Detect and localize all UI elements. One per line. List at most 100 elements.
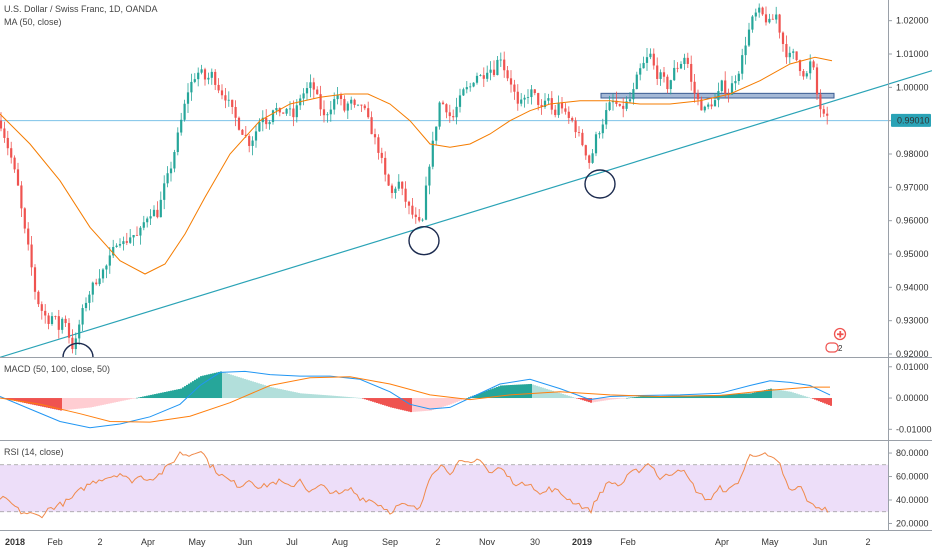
candle bbox=[666, 74, 669, 94]
macd-bar bbox=[482, 392, 484, 399]
macd-bar bbox=[634, 397, 636, 399]
macd-bar bbox=[22, 398, 24, 403]
macd-bar bbox=[358, 397, 360, 399]
macd-bar bbox=[432, 398, 434, 410]
macd-bar bbox=[210, 373, 212, 399]
candle bbox=[220, 84, 224, 100]
macd-bar bbox=[674, 395, 676, 399]
macd-bar bbox=[464, 398, 466, 399]
macd-bar bbox=[796, 393, 798, 399]
macd-bar bbox=[354, 397, 356, 399]
macd-bar bbox=[406, 398, 408, 412]
macd-bar bbox=[314, 394, 316, 399]
macd-bar bbox=[668, 395, 670, 399]
macd-bar bbox=[574, 397, 576, 399]
macd-bar bbox=[424, 398, 426, 412]
candle bbox=[642, 56, 645, 69]
candle bbox=[40, 301, 43, 320]
macd-bar bbox=[802, 395, 804, 399]
macd-bar bbox=[566, 395, 568, 399]
macd-bar bbox=[372, 398, 374, 402]
price-pane[interactable]: U.S. Dollar / Swiss Franc, 1D, OANDA MA … bbox=[0, 0, 932, 373]
macd-bar bbox=[232, 375, 234, 399]
event-badges[interactable]: ✚ 2 bbox=[825, 327, 847, 354]
macd-pane[interactable]: MACD (50, 100, close, 50) 0.01000 0.00000… bbox=[0, 358, 932, 440]
macd-bar bbox=[368, 398, 370, 401]
candle bbox=[112, 239, 115, 258]
rsi-tick-label: 40.0000 bbox=[896, 495, 929, 505]
macd-bar bbox=[584, 398, 586, 401]
candle bbox=[30, 236, 33, 276]
macd-bar bbox=[324, 395, 326, 399]
candle bbox=[730, 75, 734, 95]
macd-bar bbox=[312, 394, 314, 399]
candle bbox=[489, 61, 492, 81]
macd-bar bbox=[702, 395, 704, 399]
macd-bar bbox=[440, 398, 442, 408]
macd-bar bbox=[30, 398, 32, 405]
time-tick-label: Sep bbox=[382, 537, 398, 547]
candle bbox=[625, 96, 628, 112]
candle bbox=[54, 315, 57, 320]
macd-bar bbox=[126, 398, 128, 400]
candle bbox=[795, 51, 798, 62]
macd-bar bbox=[806, 396, 808, 399]
macd-bar bbox=[800, 394, 802, 399]
candle bbox=[203, 67, 207, 86]
macd-bar bbox=[712, 395, 714, 399]
candle bbox=[526, 89, 530, 104]
macd-bar bbox=[390, 398, 392, 408]
macd-bar bbox=[148, 395, 150, 399]
macd-bar bbox=[586, 398, 588, 402]
macd-bar bbox=[810, 398, 812, 399]
candle bbox=[758, 3, 761, 18]
macd-bar bbox=[176, 389, 178, 399]
candle bbox=[380, 147, 383, 164]
candle bbox=[37, 290, 40, 307]
candle bbox=[275, 102, 278, 115]
candle bbox=[401, 181, 404, 196]
candle bbox=[231, 99, 234, 115]
candle bbox=[632, 82, 635, 105]
macd-bar bbox=[302, 393, 304, 399]
time-axis[interactable]: 2018 Feb 2 Apr May Jun Jul Aug Sep 2 Nov 30 2019 Feb A… bbox=[5, 537, 871, 547]
macd-bar bbox=[50, 398, 52, 409]
candle bbox=[628, 91, 632, 104]
macd-tick-label: -0.01000 bbox=[896, 424, 932, 434]
candle bbox=[781, 31, 785, 52]
candle bbox=[387, 173, 390, 186]
candle bbox=[309, 74, 312, 98]
candle bbox=[248, 134, 251, 153]
candle bbox=[775, 6, 778, 24]
price-tick-label: 0.98000 bbox=[896, 149, 929, 159]
macd-bar bbox=[592, 398, 594, 403]
candle bbox=[125, 232, 128, 246]
macd-bar bbox=[740, 393, 742, 399]
macd-bar bbox=[748, 393, 750, 399]
candle bbox=[571, 116, 574, 123]
macd-bar bbox=[556, 392, 558, 399]
macd-bar bbox=[636, 396, 638, 399]
macd-bar bbox=[188, 383, 190, 399]
macd-bar bbox=[502, 385, 504, 399]
macd-bar bbox=[38, 398, 40, 406]
macd-bar bbox=[548, 389, 550, 399]
flag-icon[interactable] bbox=[825, 342, 839, 353]
macd-bar bbox=[150, 394, 152, 399]
last-price-label: 0.99010 bbox=[891, 113, 931, 127]
news-icon[interactable] bbox=[833, 327, 847, 341]
macd-bar bbox=[638, 396, 640, 399]
macd-bar bbox=[194, 379, 196, 399]
ma-legend: MA (50, close) bbox=[4, 17, 62, 27]
macd-bar bbox=[226, 373, 228, 399]
macd-bar bbox=[504, 385, 506, 399]
macd-bar bbox=[334, 395, 336, 399]
candle bbox=[815, 63, 819, 100]
macd-bar bbox=[458, 398, 460, 402]
rsi-pane[interactable]: RSI (14, close) 80.0000 60.0000 40.0000 20.… bbox=[0, 441, 929, 530]
candle bbox=[322, 100, 326, 123]
price-tick-label: 0.95000 bbox=[896, 249, 929, 259]
macd-bar bbox=[762, 390, 764, 399]
macd-bar bbox=[724, 394, 726, 399]
